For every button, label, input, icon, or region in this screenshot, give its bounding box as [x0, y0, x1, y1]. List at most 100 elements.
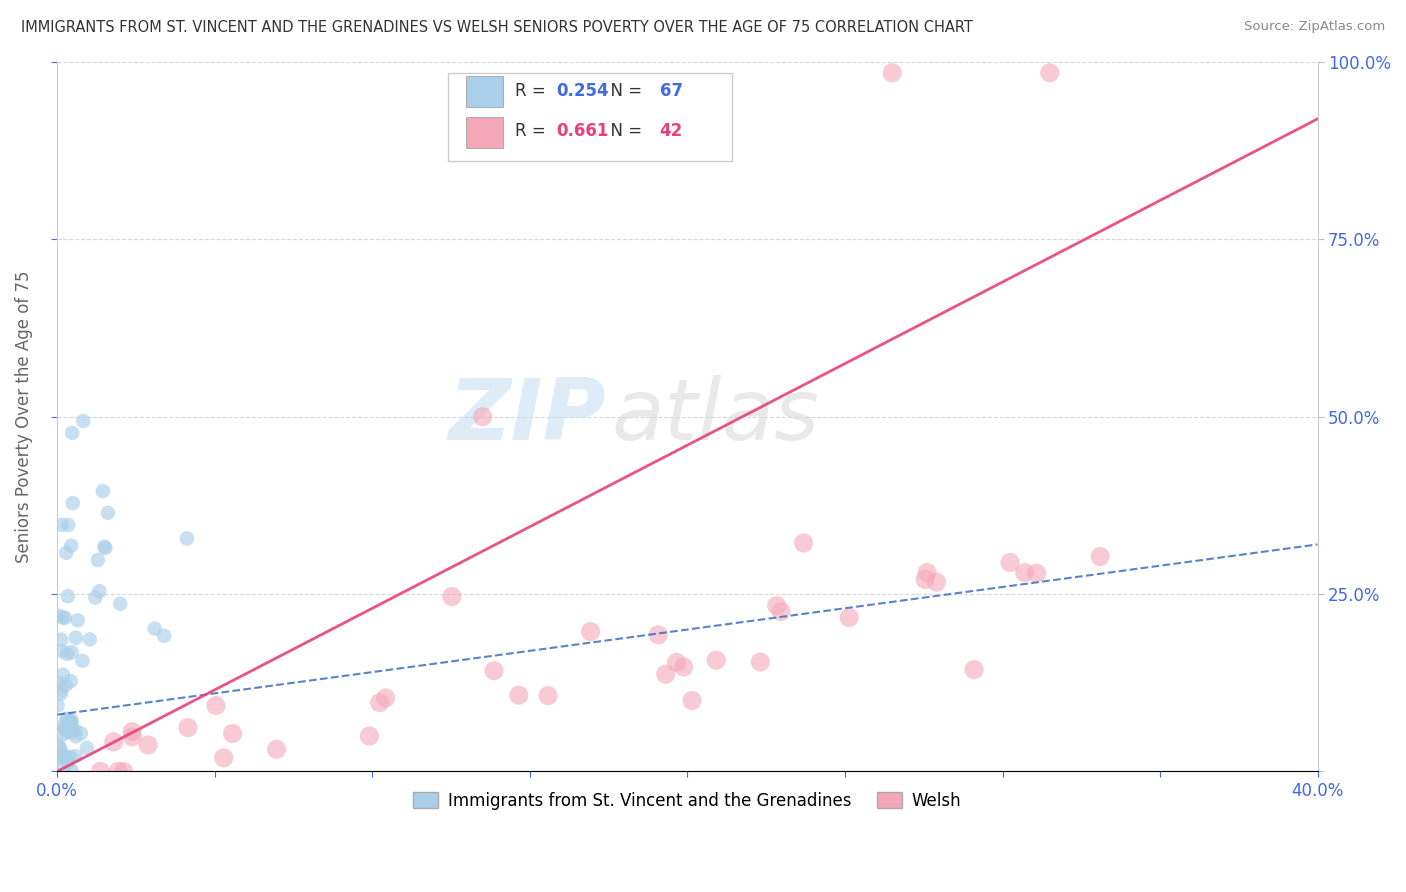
Point [51, 632, 73, 647]
Point [89, 764, 111, 779]
Point [49, 682, 72, 697]
Point [49, 741, 72, 756]
Point [205, 698, 228, 713]
Point [60, 645, 83, 659]
Point [58, 756, 80, 770]
Point [63, 749, 86, 764]
Point [63, 723, 86, 738]
Point [59, 718, 82, 732]
Point [51, 762, 73, 776]
Point [59, 715, 82, 730]
Point [52, 667, 75, 681]
Text: 42: 42 [659, 122, 683, 140]
Point [681, 693, 703, 707]
Point [91, 483, 114, 498]
Point [914, 573, 936, 587]
Point [112, 764, 135, 779]
Point [69, 726, 91, 740]
Text: R =: R = [515, 122, 551, 140]
Point [882, 66, 904, 80]
Point [48, 740, 70, 755]
Text: 0.254: 0.254 [557, 82, 609, 100]
Point [66, 613, 89, 627]
Point [55, 725, 77, 739]
Point [79, 632, 101, 647]
Point [53, 748, 76, 763]
Point [87, 553, 110, 567]
Text: 67: 67 [659, 82, 683, 100]
Point [55, 678, 77, 692]
Point [177, 721, 200, 735]
Point [998, 556, 1021, 570]
Point [374, 690, 396, 705]
Point [121, 724, 143, 739]
FancyBboxPatch shape [465, 117, 503, 148]
Point [49, 686, 72, 700]
Point [672, 660, 695, 674]
Point [93, 540, 115, 554]
Point [110, 597, 132, 611]
Point [838, 610, 860, 624]
Text: ZIP: ZIP [449, 376, 606, 458]
Point [56, 589, 79, 603]
Point [749, 655, 772, 669]
Point [471, 409, 494, 424]
Point [665, 656, 688, 670]
Point [59, 723, 82, 738]
Point [655, 667, 678, 681]
Point [53, 721, 76, 735]
Point [212, 751, 235, 765]
Y-axis label: Seniors Poverty Over the Age of 75: Seniors Poverty Over the Age of 75 [15, 270, 32, 563]
Point [915, 566, 938, 580]
Point [176, 532, 198, 546]
Legend: Immigrants from St. Vincent and the Grenadines, Welsh: Immigrants from St. Vincent and the Gren… [406, 785, 969, 816]
Point [56, 647, 79, 661]
Point [1025, 566, 1047, 580]
Point [56, 712, 79, 726]
Point [51, 610, 73, 624]
Point [59, 750, 82, 764]
Point [103, 735, 125, 749]
Point [107, 764, 129, 779]
Point [704, 653, 727, 667]
Point [136, 738, 159, 752]
Point [440, 590, 463, 604]
Text: 0.661: 0.661 [557, 122, 609, 140]
Point [793, 536, 815, 550]
Point [55, 712, 77, 726]
Text: Source: ZipAtlas.com: Source: ZipAtlas.com [1244, 20, 1385, 33]
Point [60, 722, 83, 736]
Point [60, 713, 83, 727]
Point [46, 698, 69, 713]
Point [1088, 549, 1111, 564]
Point [76, 741, 98, 756]
Point [59, 674, 82, 689]
Point [579, 624, 602, 639]
Point [65, 730, 87, 744]
Point [963, 663, 986, 677]
FancyBboxPatch shape [465, 76, 503, 107]
Point [53, 751, 76, 765]
Point [508, 688, 530, 702]
Point [60, 725, 83, 739]
Point [60, 714, 83, 729]
Text: N =: N = [600, 122, 648, 140]
Point [770, 605, 793, 619]
Point [51, 644, 73, 658]
Point [89, 584, 111, 599]
Point [97, 506, 120, 520]
Point [368, 696, 391, 710]
Point [62, 496, 84, 510]
Point [1039, 66, 1062, 80]
Point [537, 689, 560, 703]
Point [51, 517, 73, 532]
Point [647, 628, 669, 642]
Point [72, 654, 94, 668]
Point [46, 608, 69, 623]
Point [55, 546, 77, 560]
Point [48, 750, 70, 764]
Point [84, 591, 107, 605]
Point [221, 726, 243, 740]
Point [58, 518, 80, 533]
Point [48, 676, 70, 690]
